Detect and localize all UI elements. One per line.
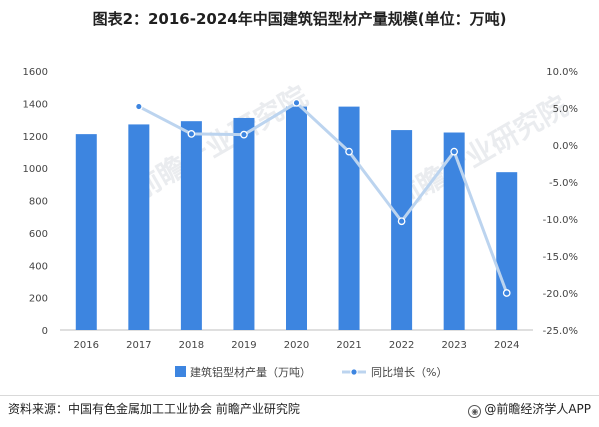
bar-2021 <box>338 106 360 330</box>
x-tick-label: 2018 <box>179 340 204 351</box>
chart-title: 图表2：2016-2024年中国建筑铝型材产量规模(单位：万吨) <box>92 10 507 28</box>
y-left-tick-label: 1400 <box>23 99 48 110</box>
y-left-tick-label: 1000 <box>23 164 48 175</box>
growth-point-2017 <box>134 102 143 111</box>
growth-point-2021 <box>345 147 353 156</box>
y-left-tick-label: 1200 <box>23 132 48 143</box>
x-tick-label: 2020 <box>284 340 309 351</box>
x-tick-label: 2024 <box>494 340 519 351</box>
growth-point-2020 <box>292 98 301 107</box>
growth-point-2018 <box>187 130 196 138</box>
growth-point-2023 <box>450 147 459 156</box>
bar-2022 <box>391 130 413 330</box>
legend-bar-label: 建筑铝型材产量（万吨） <box>190 365 311 379</box>
y-right-tick-label: -15.0% <box>543 252 578 263</box>
bar-2016 <box>75 134 97 330</box>
legend-line-label: 同比增长（%） <box>371 365 447 379</box>
brand-text: @前瞻经济学人APP <box>484 402 591 416</box>
growth-line <box>138 101 509 294</box>
eye-logo-icon: ◉ <box>468 405 482 418</box>
growth-point-2019 <box>240 130 248 139</box>
chart-canvas: 前瞻产业研究院 前瞻产业研究院 0 200 400 600 800 1000 1200 1400 1… <box>23 67 578 379</box>
legend-line-marker <box>350 368 358 376</box>
growth-point-2022 <box>397 217 406 226</box>
x-tick-label: 2016 <box>74 340 99 351</box>
x-tick-label: 2023 <box>441 340 466 351</box>
brand-label: ◉ @前瞻经济学人APP <box>468 400 591 418</box>
bar-2017 <box>128 124 150 330</box>
watermark-text: 前瞻产业研究院 <box>387 89 573 216</box>
y-right-tick-label: 0.0% <box>553 141 578 152</box>
y-right-tick-label: 5.0% <box>553 104 578 115</box>
footer: 资料来源：中国有色金属加工工业协会 前瞻产业研究院 ◉ @前瞻经济学人APP <box>0 395 599 418</box>
legend-bar-swatch <box>175 366 186 377</box>
x-tick-label: 2021 <box>336 340 361 351</box>
y-right-tick-label: -5.0% <box>549 178 578 189</box>
x-tick-label: 2022 <box>389 340 414 351</box>
bar-2019 <box>233 117 255 330</box>
x-tick-label: 2019 <box>231 340 256 351</box>
y-left-tick-label: 600 <box>29 229 48 240</box>
y-right-tick-label: -25.0% <box>543 326 578 337</box>
bar-2018 <box>180 121 202 331</box>
y-left-tick-label: 200 <box>29 294 48 305</box>
y-right-tick-label: 10.0% <box>546 67 578 78</box>
y-right-tick-label: -10.0% <box>543 215 578 226</box>
bar-2020 <box>286 106 307 330</box>
y-left-tick-label: 800 <box>29 197 48 208</box>
source-note: 资料来源：中国有色金属加工工业协会 前瞻产业研究院 <box>8 402 300 416</box>
y-left-tick-label: 1600 <box>23 67 48 78</box>
watermark-text: 前瞻产业研究院 <box>127 79 313 206</box>
growth-point-2024 <box>502 289 511 297</box>
y-right-tick-label: -20.0% <box>543 289 578 300</box>
y-left-tick-label: 400 <box>29 261 48 272</box>
bar-2023 <box>443 132 465 330</box>
bar-2024 <box>496 172 518 330</box>
y-left-tick-label: 0 <box>42 326 48 337</box>
x-tick-label: 2017 <box>126 340 151 351</box>
